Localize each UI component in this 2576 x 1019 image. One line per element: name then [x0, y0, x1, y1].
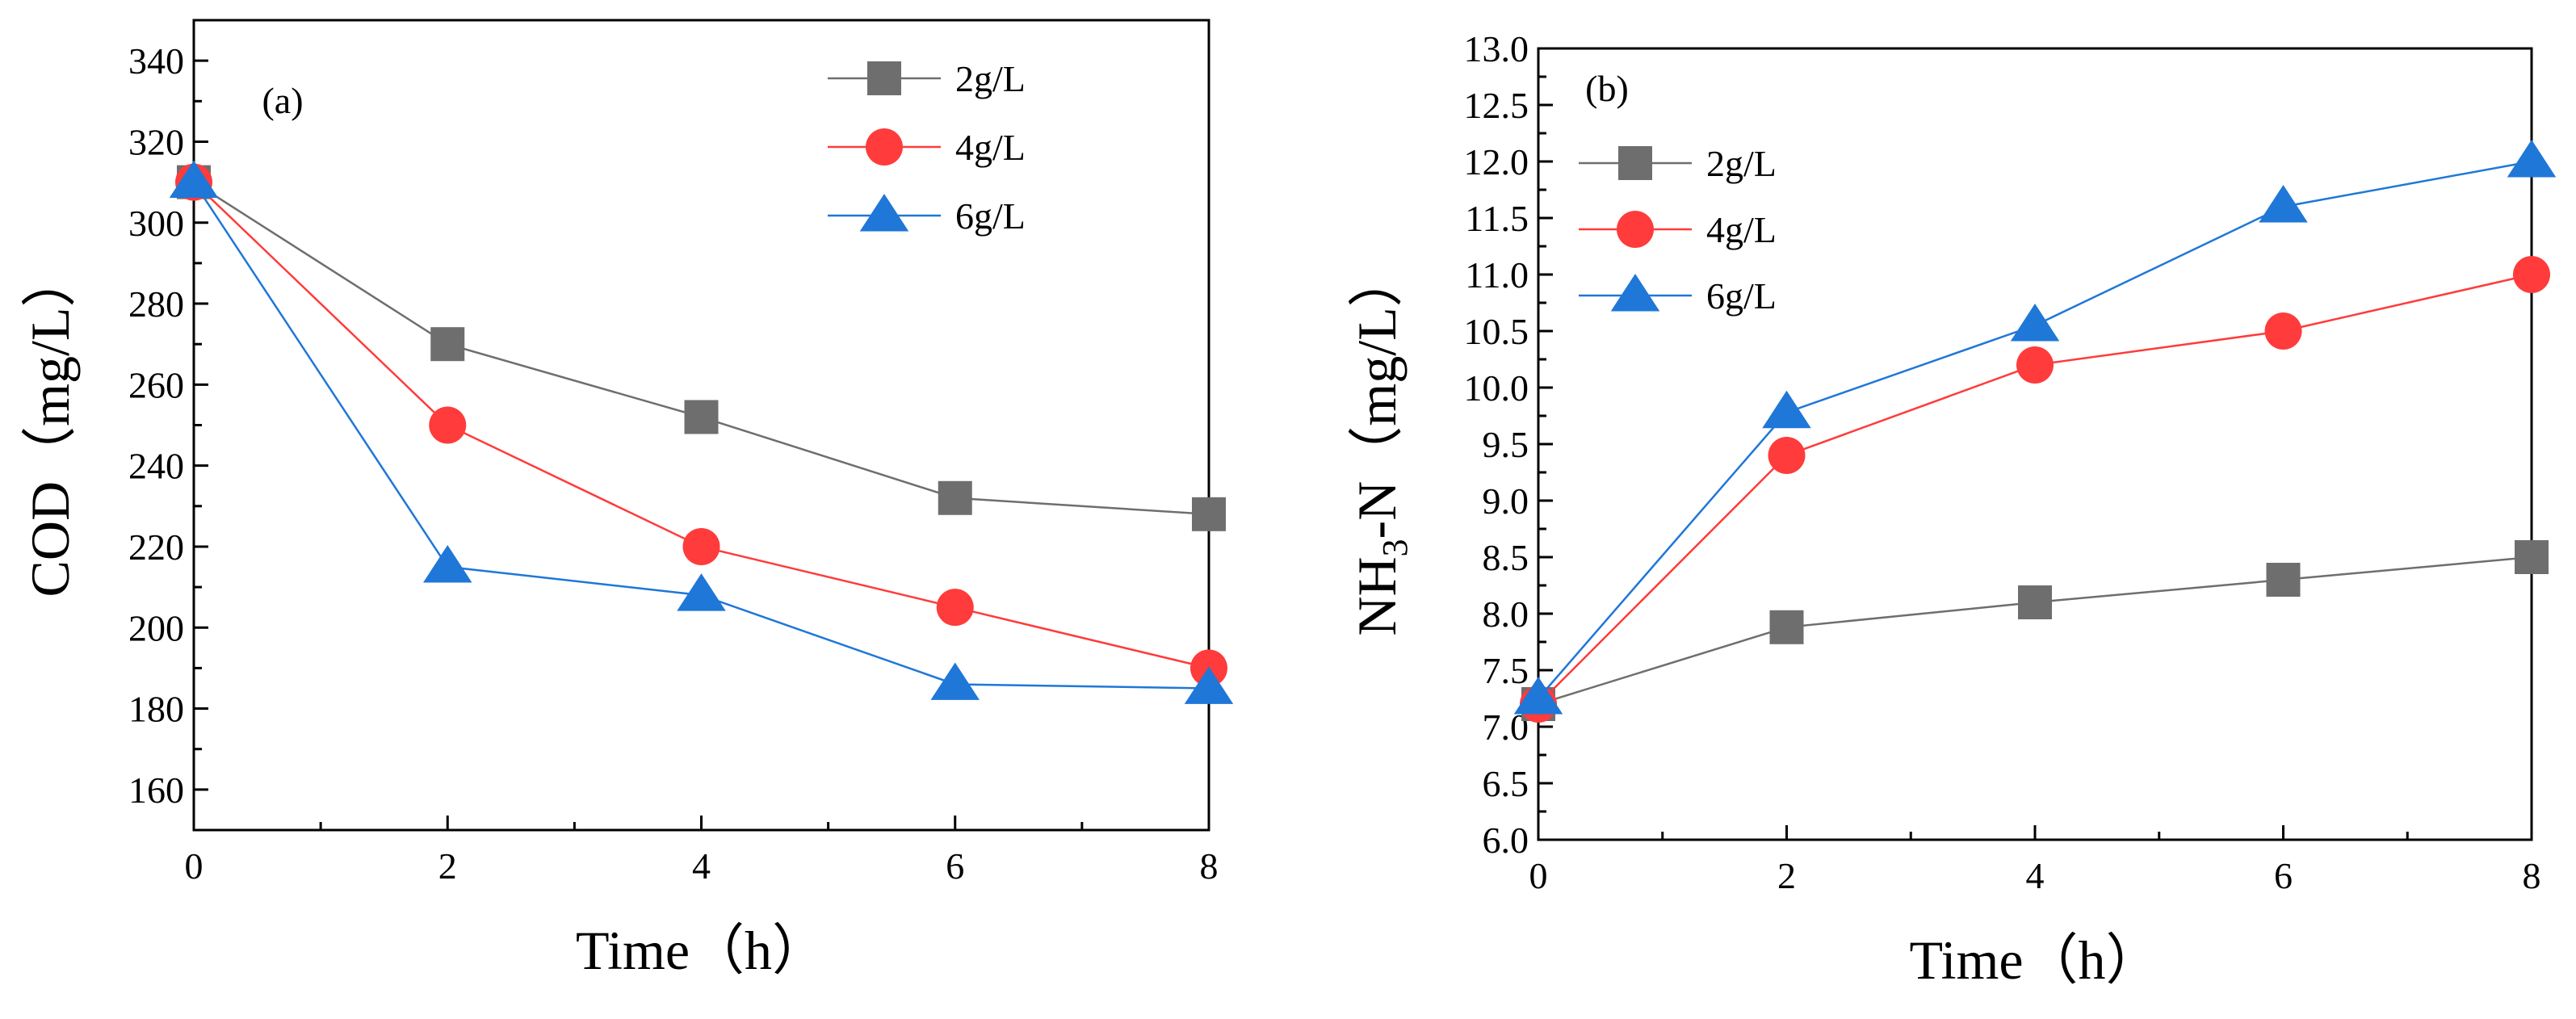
series-line	[1538, 556, 2532, 706]
data-point	[936, 589, 974, 627]
y-tick-label: 11.0	[1465, 254, 1529, 296]
legend-label: 6g/L	[955, 195, 1026, 237]
data-point	[423, 545, 472, 583]
data-point	[2513, 256, 2550, 293]
series-6g-per-l	[1513, 140, 2557, 715]
x-tick-label: 6	[946, 845, 964, 887]
x-tick-label: 8	[1200, 845, 1219, 887]
legend-label: 6g/L	[1706, 275, 1777, 317]
y-axis-title: COD（mg/L）	[19, 253, 81, 598]
x-tick-label: 0	[1529, 855, 1548, 896]
y-tick-label: 8.0	[1483, 593, 1529, 635]
series-line	[193, 181, 1210, 516]
x-axis-title: Time（h）	[1909, 929, 2160, 991]
data-point	[2507, 140, 2557, 178]
x-tick-label: 0	[185, 845, 203, 887]
legend-label: 2g/L	[1706, 143, 1777, 184]
y-axis-title-subscript: 3	[1375, 539, 1415, 556]
y-tick-label: 12.5	[1464, 85, 1529, 126]
data-point	[2266, 563, 2301, 597]
data-point	[682, 527, 720, 565]
y-tick-label: 240	[128, 446, 184, 487]
y-axis-title-rest: -N（mg/L）	[1346, 252, 1408, 539]
panel-label: (a)	[262, 80, 303, 121]
data-point	[2018, 585, 2052, 619]
chart-panel-b: 0 2 4 6 86.06.57.07.58.08.59.09.510.010.511.…	[1346, 28, 2557, 991]
y-tick-label: 200	[128, 607, 184, 648]
y-tick-label: 9.0	[1483, 480, 1529, 522]
data-point	[1768, 437, 1806, 474]
y-tick-label: 280	[128, 283, 184, 325]
data-point	[2264, 312, 2302, 350]
y-tick-label: 7.5	[1483, 650, 1529, 691]
legend-marker	[1610, 274, 1660, 312]
data-point	[430, 327, 465, 362]
data-point	[930, 662, 980, 700]
chart-panel-a: 0 2 4 6 8 160 180 200 220 240 260 280 300 320 340 Time（…	[19, 19, 1234, 981]
x-tick-label: 6	[2274, 855, 2293, 896]
y-tick-label: 12.0	[1464, 141, 1529, 182]
x-tick-label: 2	[1777, 855, 1796, 896]
legend: 2g/L 4g/L 6g/L	[1579, 143, 1777, 317]
data-point	[1769, 610, 1804, 644]
data-point	[2259, 185, 2308, 223]
data-point	[2016, 346, 2054, 384]
data-point	[1184, 666, 1234, 704]
legend-label: 2g/L	[955, 58, 1026, 99]
y-axis-title-main: NH	[1346, 556, 1408, 635]
x-tick-label: 2	[438, 845, 457, 887]
data-point	[2010, 304, 2060, 342]
data-point	[938, 480, 972, 515]
data-point	[684, 400, 719, 434]
plot-frame	[1537, 47, 2533, 841]
data-point	[1762, 390, 1811, 429]
panel-label: (b)	[1585, 68, 1629, 109]
y-tick-label: 9.5	[1483, 424, 1529, 465]
data-point	[169, 160, 219, 199]
legend-marker	[859, 194, 909, 232]
x-tick-label: 4	[2026, 855, 2045, 896]
data-point	[1192, 497, 1226, 531]
legend-marker	[1617, 211, 1654, 248]
y-tick-label: 10.5	[1464, 311, 1529, 352]
series-line	[192, 181, 1210, 690]
series-2g-per-l	[177, 165, 1226, 531]
legend-marker	[867, 61, 901, 95]
y-tick-label: 260	[128, 364, 184, 405]
legend-marker	[1618, 146, 1652, 180]
data-point	[1513, 677, 1563, 715]
legend: 2g/L 4g/L 6g/L	[828, 58, 1026, 237]
x-axis-title: Time（h）	[576, 920, 827, 981]
data-point	[429, 406, 467, 444]
y-tick-label: 300	[128, 203, 184, 244]
legend-label: 4g/L	[1706, 209, 1777, 250]
y-tick-label: 160	[128, 769, 184, 811]
y-tick-label: 180	[128, 689, 184, 730]
y-tick-label: 220	[128, 526, 184, 568]
legend-label: 4g/L	[955, 127, 1026, 168]
x-tick-label: 8	[2523, 855, 2541, 896]
y-tick-label: 11.5	[1465, 198, 1529, 239]
y-tick-label: 13.0	[1464, 28, 1529, 69]
x-tick-label: 4	[692, 845, 711, 887]
y-tick-label: 6.5	[1483, 763, 1529, 804]
y-tick-label: 6.0	[1483, 820, 1529, 861]
y-tick-label: 320	[128, 121, 184, 162]
y-tick-label: 340	[128, 40, 184, 82]
data-point	[677, 573, 726, 611]
y-tick-label: 8.5	[1483, 537, 1529, 578]
legend-marker	[866, 128, 903, 166]
data-point	[2515, 540, 2549, 574]
y-tick-label: 10.0	[1464, 367, 1529, 409]
y-axis-title: NH3-N（mg/L）	[1346, 252, 1415, 635]
series-6g-per-l	[169, 160, 1234, 704]
